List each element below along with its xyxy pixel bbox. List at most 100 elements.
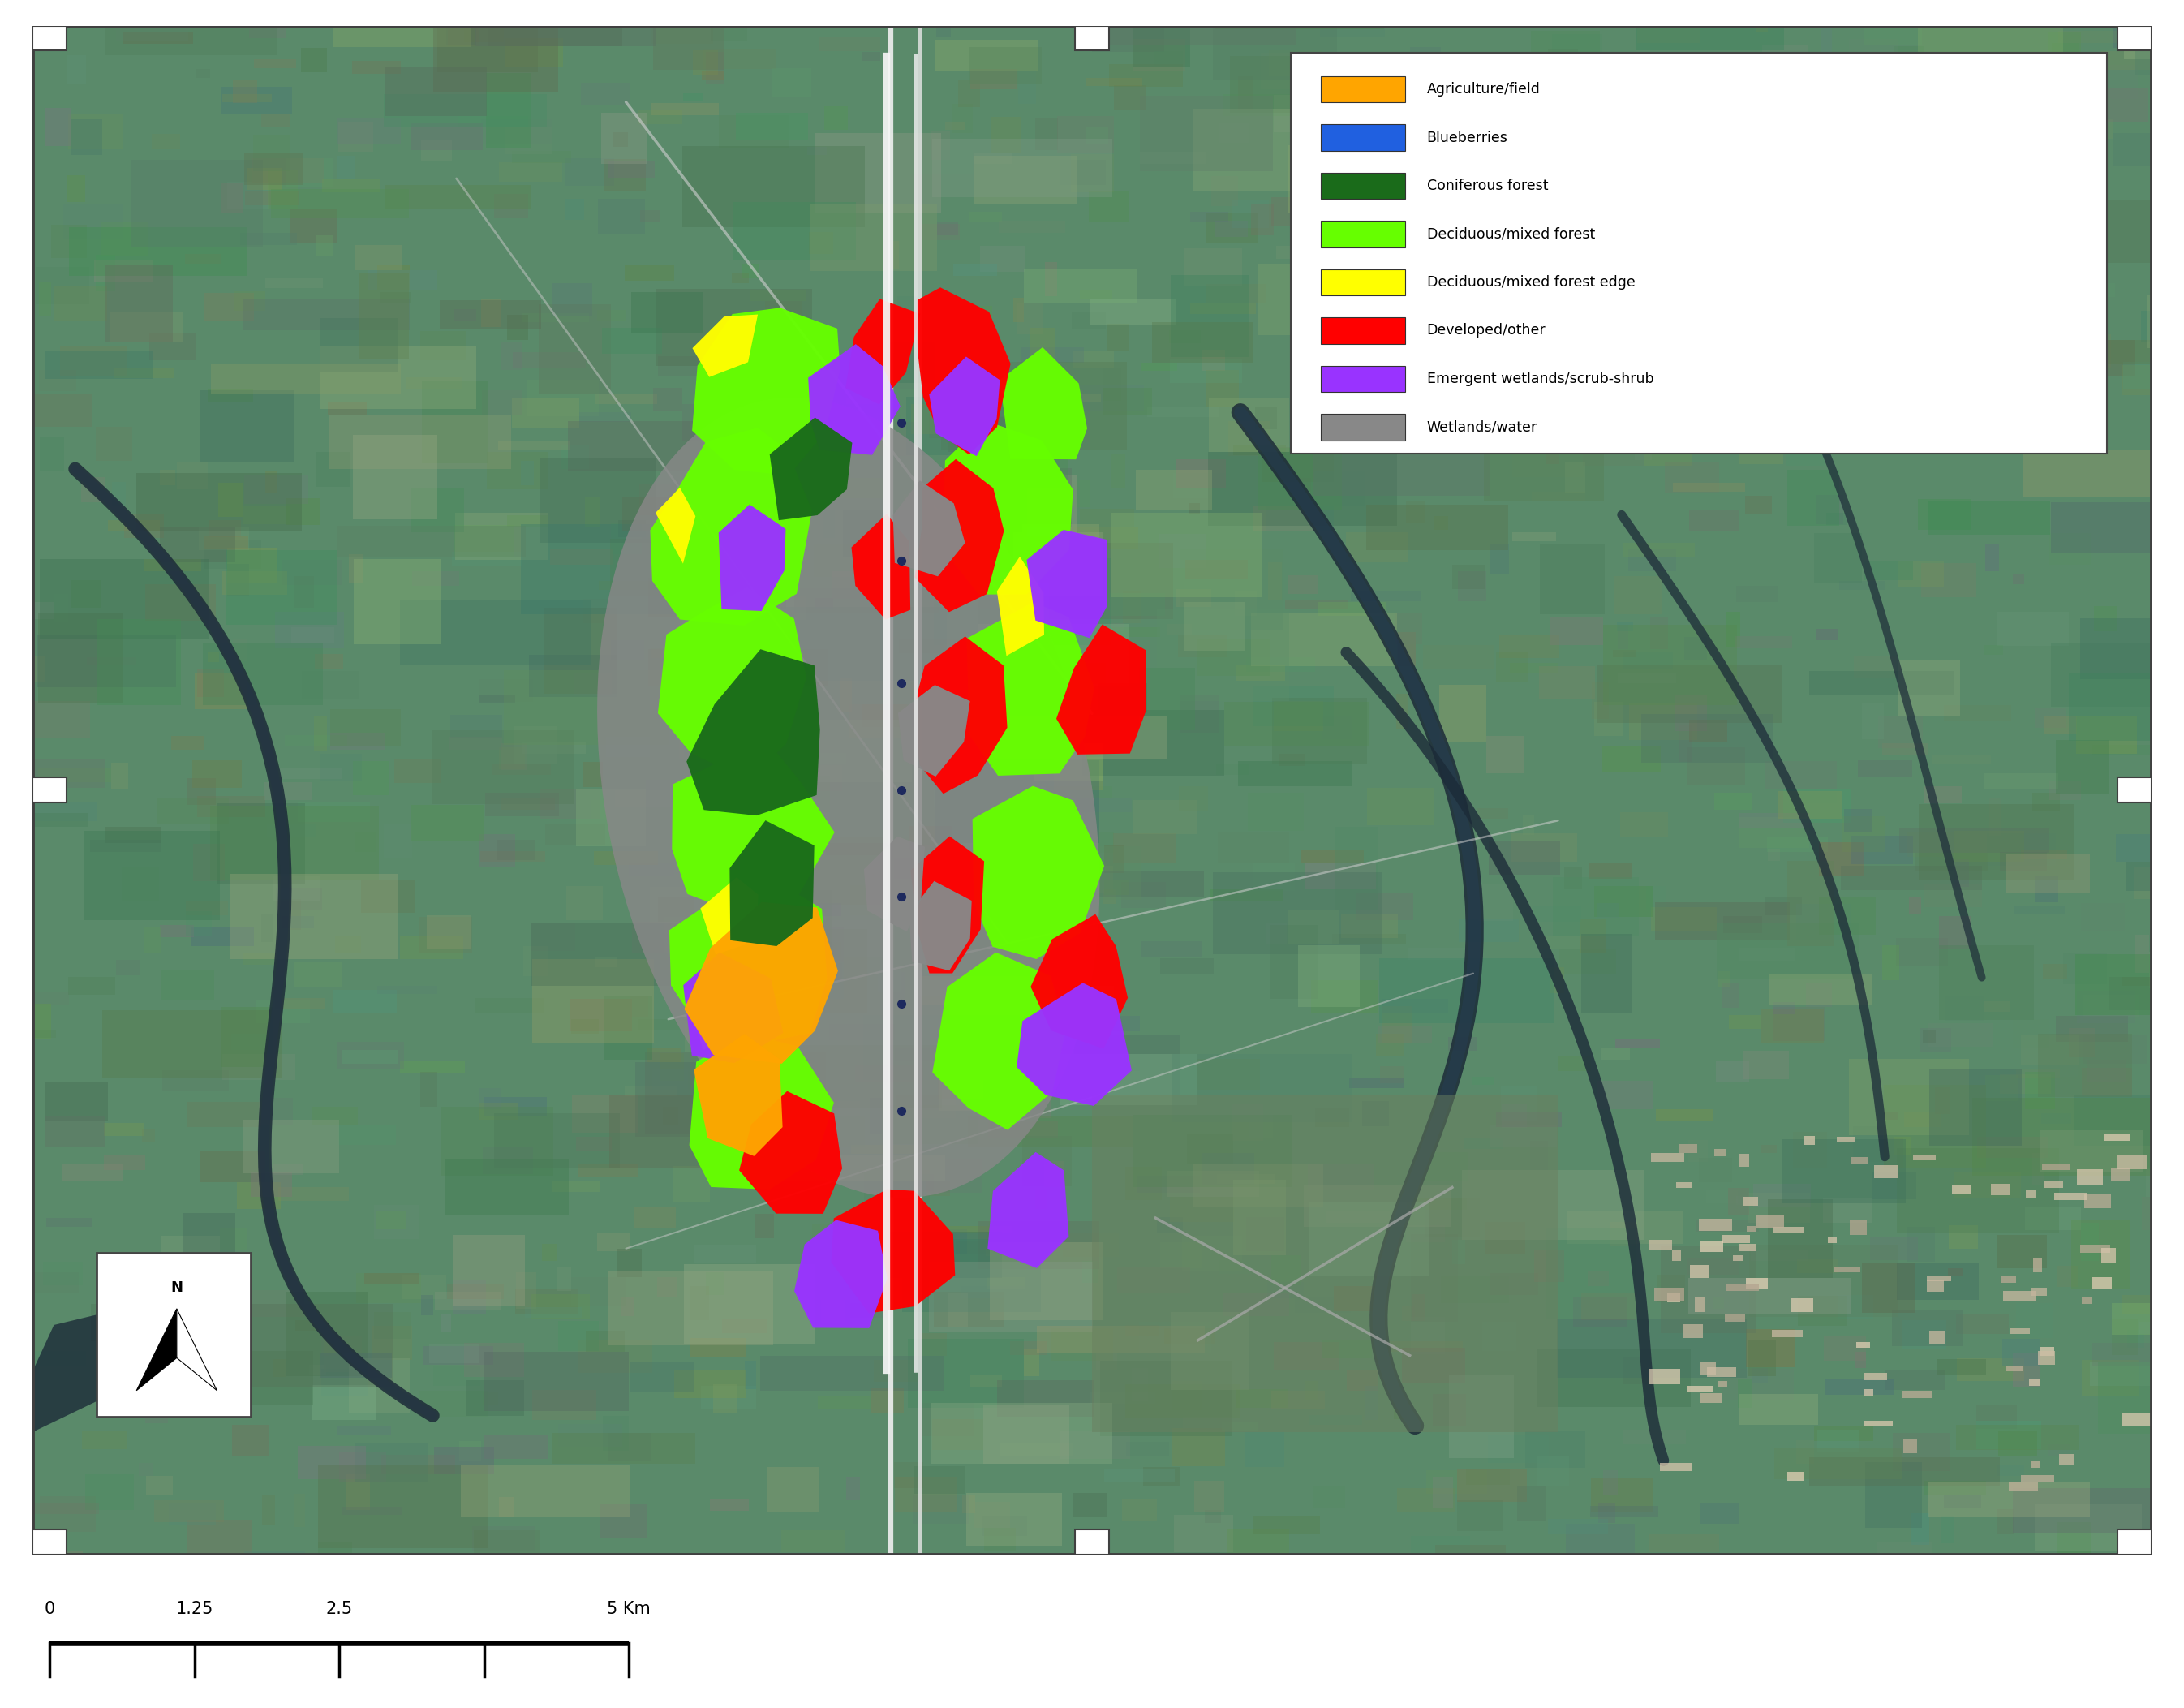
Bar <box>1249 1115 1273 1138</box>
Bar <box>524 946 548 977</box>
Bar <box>926 1182 950 1196</box>
Bar <box>500 162 561 181</box>
Bar <box>24 801 96 822</box>
Bar <box>1396 693 1409 729</box>
Bar <box>699 1030 749 1038</box>
Bar <box>1109 593 1164 615</box>
Bar <box>1551 617 1603 646</box>
Bar <box>1797 191 1900 265</box>
Bar <box>1112 454 1125 488</box>
Bar <box>850 1303 893 1319</box>
Bar <box>1839 1295 1874 1320</box>
Bar <box>1551 120 1590 135</box>
Bar <box>452 552 522 565</box>
Bar <box>876 1243 943 1267</box>
Bar <box>1865 17 1922 46</box>
Bar <box>456 512 548 560</box>
Bar <box>354 436 437 519</box>
Bar <box>1168 623 1192 635</box>
Bar <box>1507 232 1557 258</box>
Bar <box>424 1346 494 1365</box>
Bar <box>2092 1342 2156 1366</box>
Polygon shape <box>917 287 1011 454</box>
Bar <box>2038 1351 2055 1365</box>
Bar <box>1992 1184 2009 1196</box>
Bar <box>782 330 832 338</box>
Bar <box>795 389 852 398</box>
Bar <box>1037 1325 1206 1353</box>
Bar <box>1485 1221 1524 1254</box>
Bar <box>441 1107 553 1177</box>
Bar <box>2051 502 2184 553</box>
Bar <box>1197 1059 1260 1090</box>
Bar <box>1040 934 1072 963</box>
Bar <box>1957 1358 2025 1382</box>
Polygon shape <box>135 1308 177 1390</box>
Bar <box>786 775 830 813</box>
Bar <box>1817 82 1876 113</box>
Bar <box>1841 816 1885 852</box>
Bar <box>1985 1076 2018 1102</box>
Bar <box>1922 352 1942 369</box>
Bar <box>103 1122 144 1136</box>
Bar <box>1933 755 1990 765</box>
Bar <box>607 161 655 178</box>
Bar <box>1195 1481 1223 1512</box>
Bar <box>1315 1108 1350 1127</box>
Bar <box>284 734 347 745</box>
Bar <box>2020 1035 2079 1064</box>
Bar <box>1795 1440 1813 1464</box>
Bar <box>188 779 216 804</box>
Bar <box>767 1155 946 1182</box>
Bar <box>550 548 614 565</box>
Bar <box>1738 948 1795 960</box>
Bar <box>2003 1339 2040 1366</box>
Bar <box>1295 212 1348 282</box>
Bar <box>815 598 832 610</box>
Bar <box>1133 801 1197 834</box>
Bar <box>1586 97 1607 128</box>
Bar <box>63 1551 83 1566</box>
Bar <box>1000 582 1081 629</box>
Bar <box>1273 96 1326 132</box>
Bar <box>1747 140 1863 191</box>
Bar <box>812 1225 830 1238</box>
Bar <box>1557 1319 1747 1377</box>
Text: 0: 0 <box>44 1600 55 1617</box>
Bar <box>1939 1517 1955 1544</box>
Bar <box>2057 1266 2079 1288</box>
Bar <box>480 695 515 704</box>
Bar <box>572 1278 627 1307</box>
Bar <box>1928 1331 1946 1344</box>
Bar <box>480 834 515 866</box>
Polygon shape <box>898 685 970 777</box>
Bar <box>570 999 631 1032</box>
Text: Deciduous/mixed forest edge: Deciduous/mixed forest edge <box>1426 275 1636 290</box>
Bar <box>736 453 751 470</box>
Bar <box>1939 946 2033 1020</box>
Bar <box>1553 34 1603 61</box>
Bar <box>1824 1199 1872 1223</box>
Bar <box>1629 704 1697 740</box>
Bar <box>72 581 100 608</box>
Bar <box>1203 1153 1254 1184</box>
Bar <box>1216 1175 1273 1184</box>
Bar <box>922 1404 974 1436</box>
Bar <box>1378 1027 1433 1042</box>
Bar <box>843 415 900 425</box>
Bar <box>557 1267 570 1291</box>
Bar <box>1843 810 1872 832</box>
Bar <box>961 1286 1033 1298</box>
Bar <box>603 328 662 354</box>
Polygon shape <box>692 314 758 377</box>
Bar <box>1603 625 1736 705</box>
Bar <box>1212 3 1337 80</box>
Bar <box>1284 600 1350 608</box>
Bar <box>465 1380 524 1416</box>
Bar <box>1649 1240 1673 1250</box>
Bar <box>2094 120 2114 138</box>
Bar <box>371 1325 413 1360</box>
Bar <box>1918 234 1961 246</box>
Bar <box>1402 1348 1465 1382</box>
Bar <box>13 1411 31 1424</box>
